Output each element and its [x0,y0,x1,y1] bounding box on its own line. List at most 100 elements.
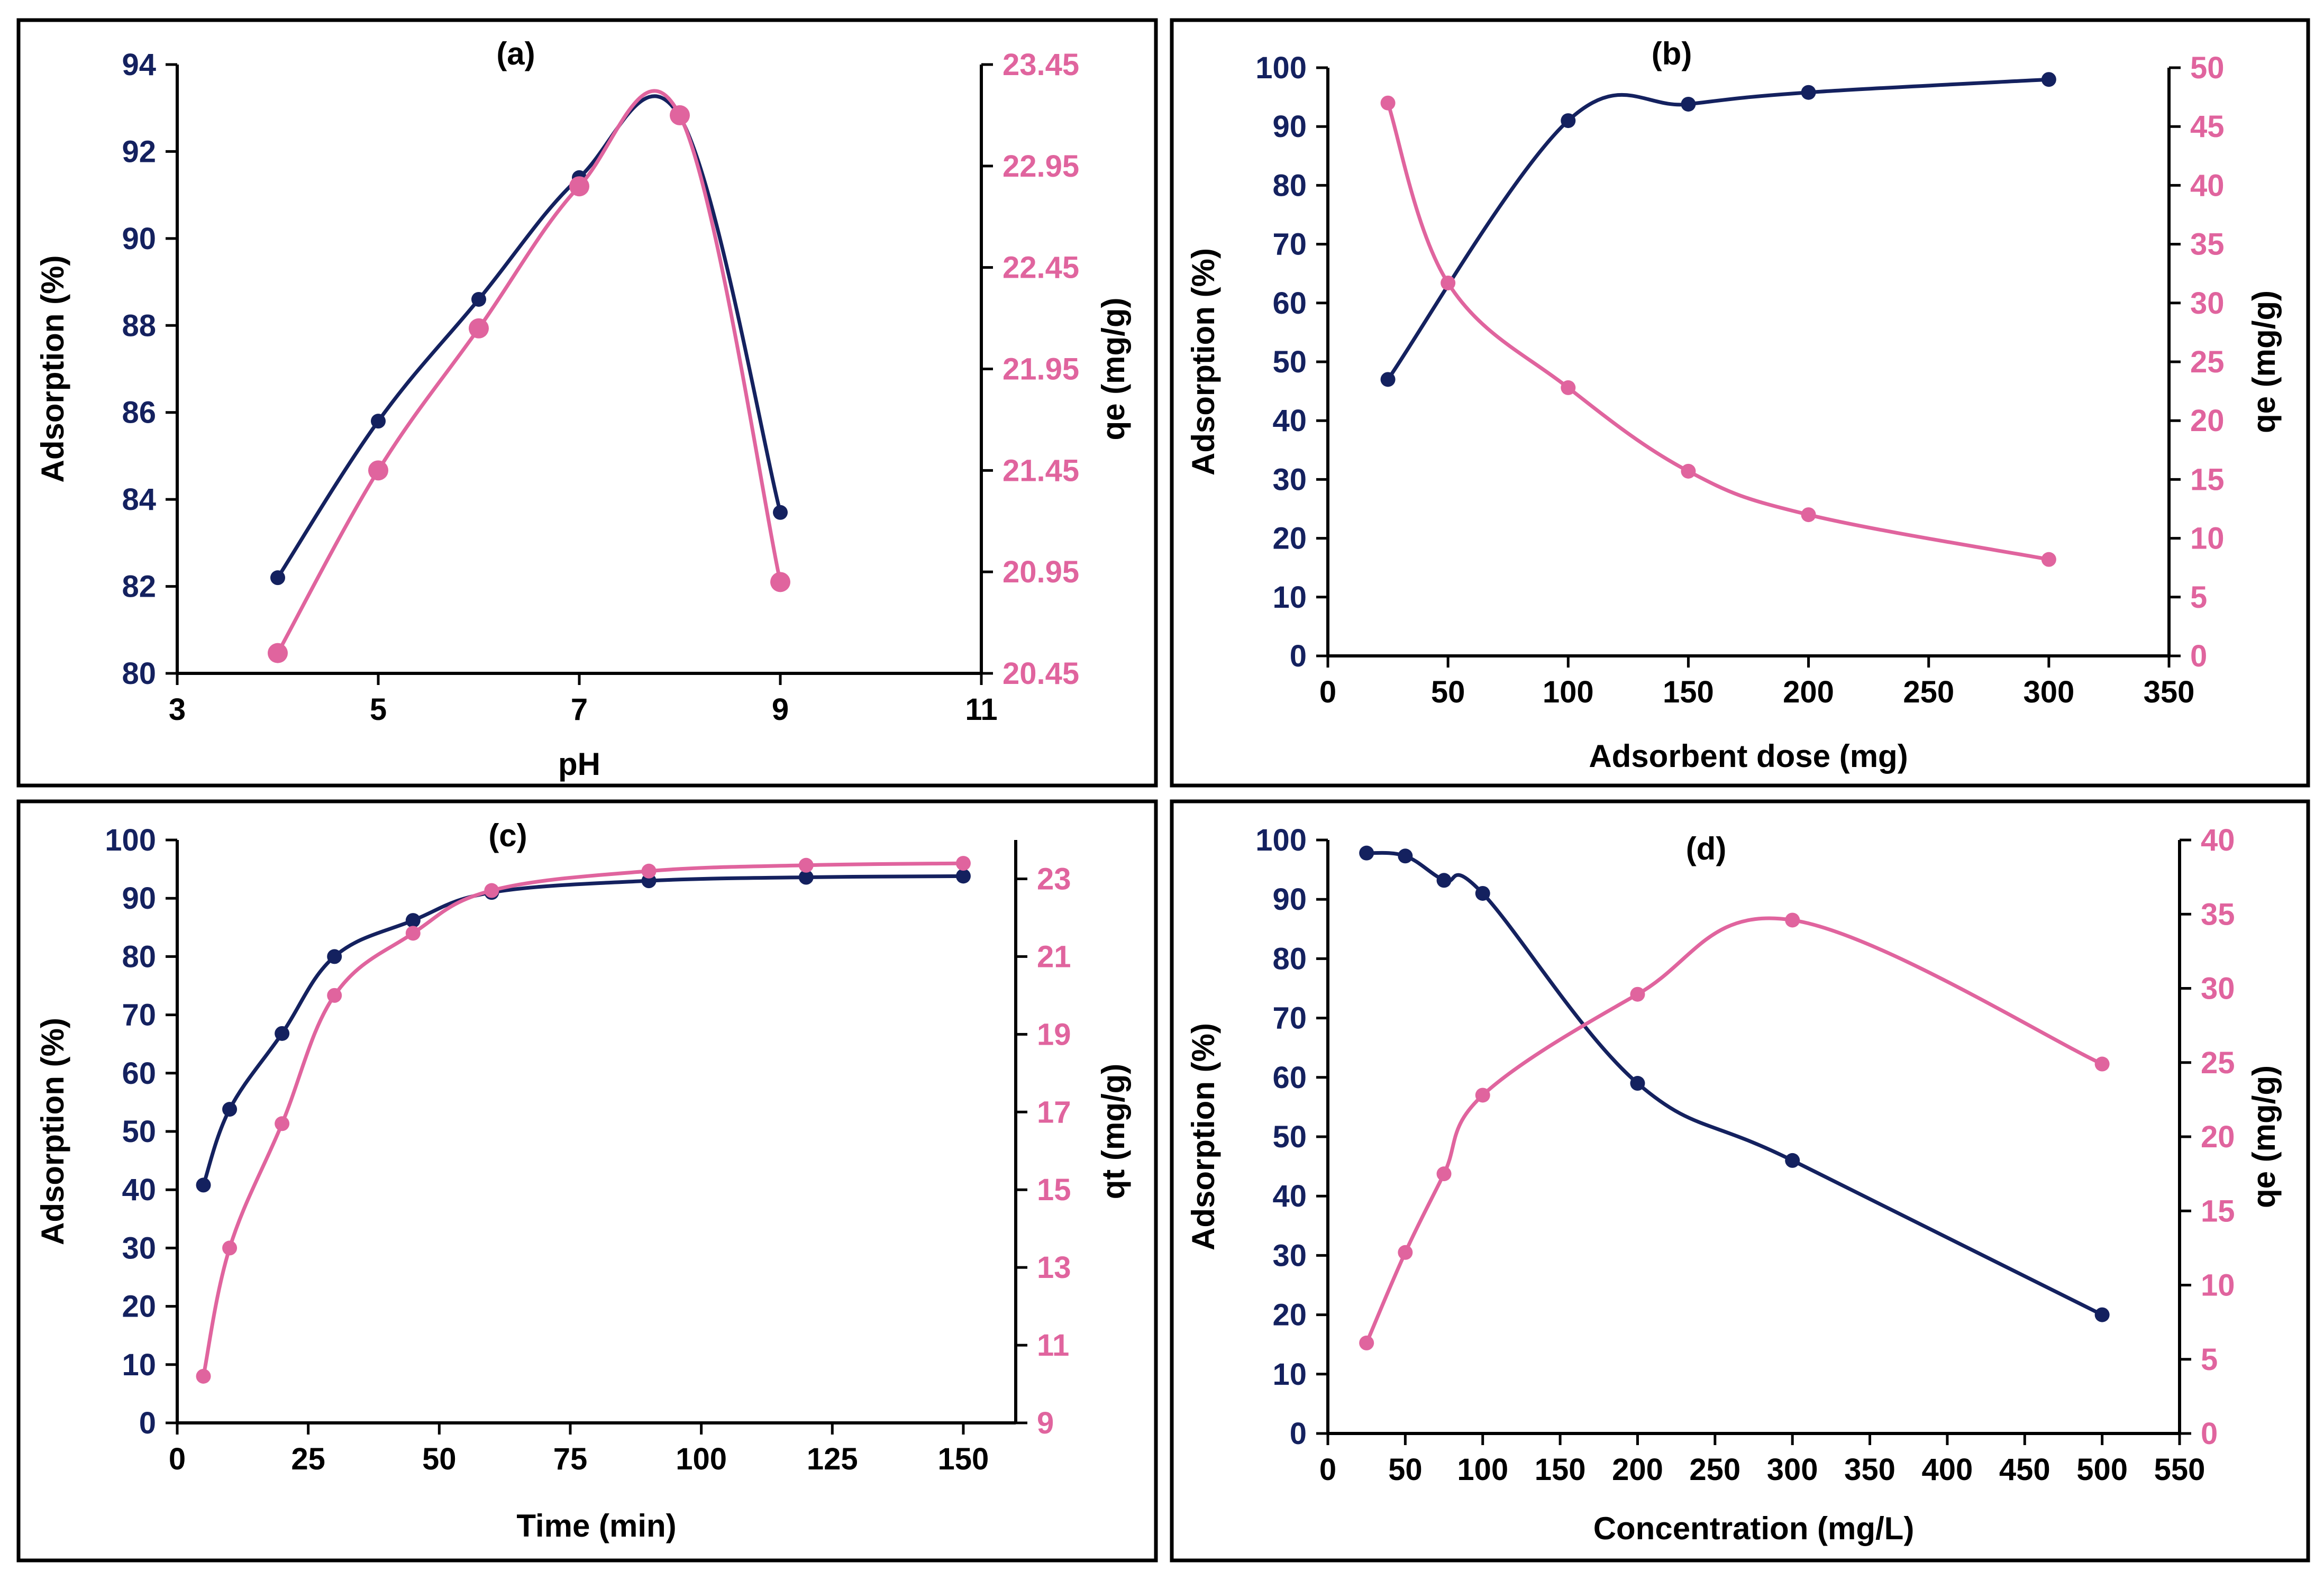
right-tick-label: 45 [2190,109,2225,144]
x-tick-label: 450 [1999,1453,2050,1487]
left-tick-label: 82 [122,570,156,604]
data-point-adsorption [371,414,386,429]
data-point-qt [955,856,971,871]
right-tick-label: 20 [2190,404,2225,438]
panel-label: (b) [1652,36,1692,71]
data-point-qe [2094,1056,2110,1072]
left-tick-label: 50 [122,1115,156,1149]
data-point-adsorption [471,291,486,307]
right-tick-label: 20.45 [1002,656,1079,691]
x-tick-label: 150 [938,1442,989,1476]
data-point-adsorption [1561,113,1576,129]
data-point-adsorption [1475,885,1490,901]
x-tick-label: 250 [1903,675,1954,709]
data-point-adsorption [222,1102,238,1117]
data-point-adsorption [1785,1153,1800,1168]
left-y-axis-title: Adsorption (%) [35,1018,70,1245]
left-tick-label: 80 [1272,168,1307,203]
right-tick-label: 15 [1037,1173,1071,1207]
right-tick-label: 20.95 [1002,555,1079,589]
left-tick-label: 40 [1272,1179,1307,1213]
data-point-adsorption [2094,1307,2110,1322]
x-tick-label: 150 [1663,675,1714,709]
left-tick-label: 0 [1290,639,1307,673]
data-point-adsorption [2041,72,2056,87]
x-tick-label: 50 [422,1442,457,1476]
right-tick-label: 22.95 [1002,149,1079,184]
data-point-qe [1801,507,1816,523]
panel-label: (c) [488,818,527,853]
data-point-qe [1561,380,1576,395]
data-point-qt [484,883,499,898]
x-axis-title: Adsorbent dose (mg) [1589,738,1908,774]
series-line-adsorption [1366,851,2103,1317]
left-tick-label: 90 [1272,109,1307,144]
data-point-qe [268,643,288,663]
left-tick-label: 10 [122,1348,156,1382]
left-tick-label: 86 [122,396,156,430]
left-tick-label: 20 [1272,1298,1307,1332]
x-axis-title: pH [558,746,600,782]
series-line-qe [1386,102,2049,562]
left-tick-label: 94 [122,48,156,82]
data-point-qe [1785,912,1800,928]
right-tick-label: 50 [2190,51,2225,85]
right-tick-label: 30 [2201,972,2235,1006]
right-tick-label: 23.45 [1002,48,1079,82]
right-tick-label: 25 [2190,345,2225,379]
data-point-qe [1441,275,1456,290]
right-tick-label: 15 [2190,462,2225,497]
data-point-qe [670,105,690,125]
left-tick-label: 88 [122,308,156,343]
x-tick-label: 5 [370,692,387,727]
left-y-axis-title: Adsorption (%) [35,255,70,483]
right-y-axis-title: qe (mg/g) [1096,298,1131,441]
panel-frame [1170,799,2310,1563]
left-tick-label: 0 [1290,1417,1307,1451]
right-tick-label: 25 [2201,1046,2235,1080]
x-axis-title: Time (min) [516,1508,676,1543]
x-tick-label: 200 [1783,675,1834,709]
left-tick-label: 100 [105,823,156,857]
right-tick-label: 30 [2190,286,2225,321]
x-tick-label: 100 [1543,675,1594,709]
x-tick-label: 125 [807,1442,858,1476]
data-point-qt [222,1240,238,1256]
panel-label: (a) [496,36,535,71]
data-point-qe [1681,463,1696,479]
left-tick-label: 90 [1272,882,1307,917]
right-tick-label: 15 [2201,1194,2235,1228]
x-tick-label: 25 [291,1442,325,1476]
data-point-qt [405,926,421,941]
right-tick-label: 22.45 [1002,251,1079,285]
data-point-qe [2041,552,2056,567]
right-tick-label: 9 [1037,1406,1054,1440]
series-line-qe [276,89,782,654]
series-line-adsorption [202,874,963,1186]
data-point-adsorption [955,869,971,884]
right-tick-label: 13 [1037,1250,1071,1285]
right-tick-label: 11 [1037,1328,1069,1363]
left-tick-label: 30 [122,1231,156,1265]
x-tick-label: 550 [2154,1453,2205,1487]
x-tick-label: 200 [1612,1453,1663,1487]
data-point-qt [196,1368,211,1384]
left-tick-label: 100 [1255,823,1307,857]
data-point-adsorption [1801,85,1816,100]
left-tick-label: 60 [122,1056,156,1091]
right-tick-label: 40 [2201,823,2235,857]
right-tick-label: 0 [2201,1417,2218,1451]
data-point-qe [1475,1088,1490,1103]
x-tick-label: 400 [1922,1453,1973,1487]
left-tick-label: 90 [122,222,156,256]
left-tick-label: 50 [1272,1120,1307,1154]
panel-frame [1170,18,2310,788]
data-point-qe [469,318,489,339]
data-point-adsorption [773,505,788,520]
series-line-qt [202,861,963,1377]
x-tick-label: 50 [1388,1453,1423,1487]
data-point-qt [275,1116,290,1131]
x-tick-label: 300 [1767,1453,1818,1487]
